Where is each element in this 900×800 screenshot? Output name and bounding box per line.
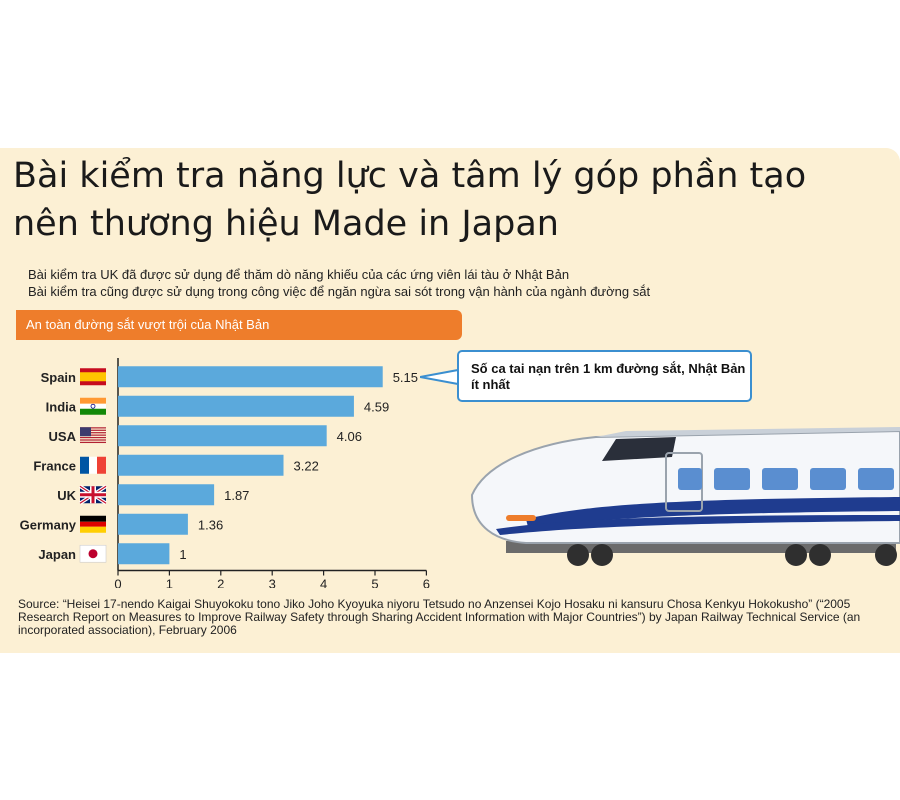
page-title: Bài kiểm tra năng lực và tâm lý góp phần… <box>13 152 893 248</box>
accident-bar-chart: 0 1 2 3 4 5 6 Spain 5.15 India 4.59 USA 4.06 France 3.… <box>20 358 430 588</box>
flag-japan-icon <box>79 544 107 563</box>
x-tick-label: 0 <box>114 577 121 589</box>
flag-germany-icon <box>80 515 106 533</box>
section-banner: An toàn đường sắt vượt trội của Nhật Bản <box>16 310 462 340</box>
data-label: 1.36 <box>198 517 223 532</box>
flag-usa-icon <box>80 427 106 444</box>
bar <box>118 543 170 565</box>
section-banner-label: An toàn đường sắt vượt trội của Nhật Bản <box>26 317 270 332</box>
bar <box>118 513 188 535</box>
x-tick-label: 3 <box>269 577 276 589</box>
title-line-1: Bài kiểm tra năng lực và tâm lý góp phần… <box>13 156 807 196</box>
bar <box>118 366 383 388</box>
callout-text: Số ca tai nạn trên 1 km đường sắt, Nhật … <box>471 361 746 392</box>
subtitle: Bài kiểm tra UK đã được sử dụng để thăm … <box>28 266 650 300</box>
bar <box>118 484 215 506</box>
subtitle-line-1: Bài kiểm tra UK đã được sử dụng để thăm … <box>28 267 570 282</box>
category-label: UK <box>57 488 76 503</box>
category-label: Japan <box>38 547 76 562</box>
data-label: 1.87 <box>224 488 249 503</box>
category-label: USA <box>49 429 77 444</box>
category-label: Germany <box>20 517 77 532</box>
title-line-2: nên thương hiệu Made in Japan <box>13 204 559 244</box>
flag-icons <box>79 368 107 563</box>
data-label: 4.59 <box>364 399 389 414</box>
infographic-panel: Bài kiểm tra năng lực và tâm lý góp phần… <box>0 148 900 653</box>
data-label: 3.22 <box>294 458 319 473</box>
x-tick-label: 5 <box>371 577 378 589</box>
subtitle-line-2: Bài kiểm tra cũng được sử dụng trong côn… <box>28 284 651 299</box>
bar <box>118 454 284 476</box>
flag-uk-icon <box>79 484 107 505</box>
category-label: Spain <box>41 370 76 385</box>
source-note: Source: “Heisei 17-nendo Kaigai Shuyokok… <box>18 597 861 637</box>
shinkansen-train-illustration <box>470 427 900 566</box>
data-label: 5.15 <box>393 370 418 385</box>
category-label: France <box>33 458 76 473</box>
x-tick-label: 6 <box>423 577 430 589</box>
callout-pointer <box>420 368 459 386</box>
x-tick-label: 1 <box>166 577 173 589</box>
category-label: India <box>46 399 77 414</box>
x-tick-label: 2 <box>217 577 224 589</box>
bar <box>118 395 354 417</box>
flag-france-icon <box>80 456 106 474</box>
callout-box: Số ca tai nạn trên 1 km đường sắt, Nhật … <box>457 350 752 402</box>
bar <box>118 425 327 447</box>
data-label: 4.06 <box>337 429 362 444</box>
x-tick-label: 4 <box>320 577 327 589</box>
data-label: 1 <box>179 547 186 562</box>
flag-spain-icon <box>80 368 106 386</box>
chart-marks: 0 1 2 3 4 5 6 Spain 5.15 India 4.59 USA 4.06 France 3.… <box>20 358 430 588</box>
flag-india-icon <box>80 397 106 415</box>
